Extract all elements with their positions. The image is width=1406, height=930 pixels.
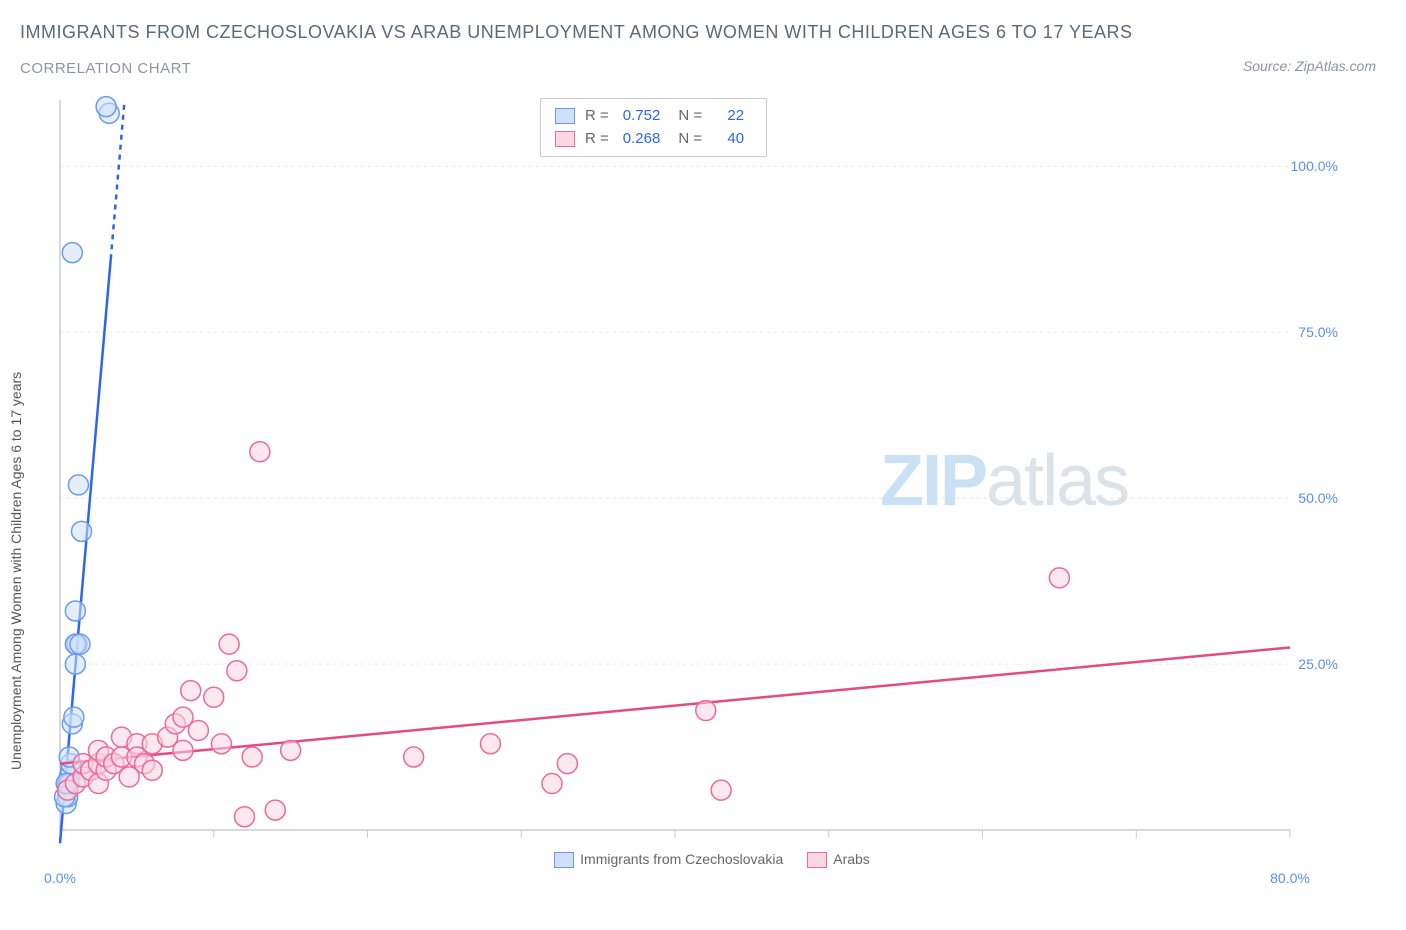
legend-label: Immigrants from Czechoslovakia: [580, 851, 783, 867]
y-tick-label: 25.0%: [1298, 656, 1338, 672]
stat-row: R = 0.268 N = 40: [555, 128, 752, 151]
stat-n-value: 40: [716, 128, 744, 151]
correlation-stats-box: R = 0.752 N = 22 R = 0.268 N = 40: [540, 98, 767, 157]
stat-n-value: 22: [716, 105, 744, 128]
y-tick-label: 50.0%: [1298, 490, 1338, 506]
y-axis-label: Unemployment Among Women with Children A…: [8, 372, 24, 770]
chart-subtitle: CORRELATION CHART: [20, 60, 191, 77]
chart-title: IMMIGRANTS FROM CZECHOSLOVAKIA VS ARAB U…: [20, 22, 1133, 43]
series-swatch: [555, 131, 575, 147]
x-tick-label: 80.0%: [1270, 870, 1310, 886]
stat-r-value: 0.752: [623, 105, 661, 128]
stat-n-label: N =: [678, 105, 702, 128]
scatter-plot: ZIPatlas R =0.752N =22R =0.268N =40 Immi…: [50, 90, 1350, 880]
stat-r-label: R =: [585, 128, 609, 151]
stat-n-label: N =: [678, 128, 702, 151]
source-label: Source: ZipAtlas.com: [1243, 58, 1376, 74]
legend-swatch: [554, 852, 574, 868]
stat-r-label: R =: [585, 105, 609, 128]
plot-svg: [50, 90, 1350, 880]
stat-row: R = 0.752 N = 22: [555, 105, 752, 128]
stat-r-value: 0.268: [623, 128, 661, 151]
x-tick-label: 0.0%: [44, 870, 76, 886]
legend-swatch: [807, 852, 827, 868]
legend: Immigrants from Czechoslovakia Arabs: [50, 851, 1350, 868]
series-swatch: [555, 108, 575, 124]
y-tick-label: 100.0%: [1291, 158, 1338, 174]
y-tick-label: 75.0%: [1298, 324, 1338, 340]
legend-label: Arabs: [833, 851, 870, 867]
